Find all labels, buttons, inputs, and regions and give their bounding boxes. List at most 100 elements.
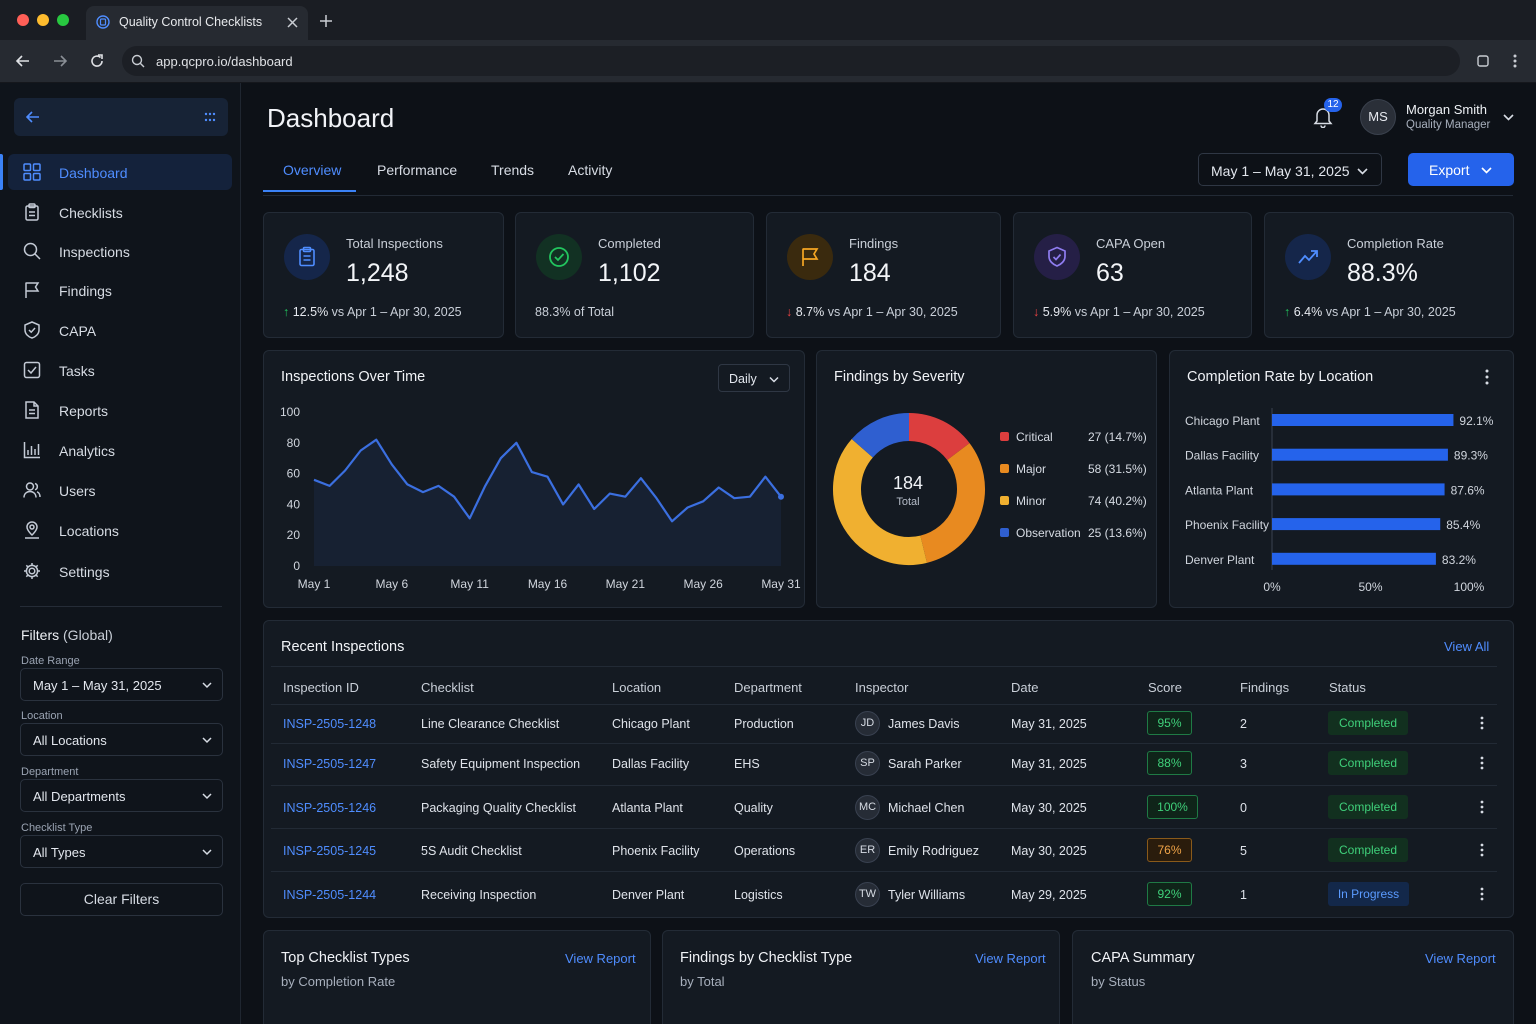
sidebar-item-checklists[interactable]: Checklists bbox=[8, 194, 232, 230]
donut-slice-critical[interactable] bbox=[908, 413, 970, 461]
sidebar-item-label: Dashboard bbox=[59, 165, 128, 181]
x-tick-label: May 1 bbox=[298, 577, 331, 591]
browser-tab[interactable]: Quality Control Checklists bbox=[86, 6, 308, 40]
bar[interactable] bbox=[1272, 414, 1454, 426]
column-header[interactable]: Findings bbox=[1240, 680, 1290, 695]
donut-slice-major[interactable] bbox=[919, 443, 985, 563]
column-header[interactable]: Inspection ID bbox=[283, 680, 359, 695]
capa-summary-card: CAPA Summary by Status View Report bbox=[1072, 930, 1514, 1024]
clear-filters-button[interactable]: Clear Filters bbox=[20, 883, 223, 916]
inspections-series-line bbox=[313, 438, 782, 523]
back-arrow-icon[interactable] bbox=[15, 53, 31, 69]
reload-icon[interactable] bbox=[89, 53, 105, 69]
sidebar-item-settings[interactable]: Settings bbox=[8, 553, 232, 589]
browser-menu-icon[interactable] bbox=[1513, 53, 1517, 69]
column-header[interactable]: Date bbox=[1011, 680, 1039, 695]
sidebar-item-findings[interactable]: Findings bbox=[8, 272, 232, 308]
bar[interactable] bbox=[1272, 448, 1448, 461]
column-header[interactable]: Checklist bbox=[421, 680, 474, 695]
status-badge: Completed bbox=[1328, 711, 1408, 735]
checklist-cell: Receiving Inspection bbox=[421, 888, 537, 902]
tab-trends[interactable]: Trends bbox=[491, 162, 535, 178]
checklist-type-select[interactable]: All Types bbox=[20, 835, 223, 868]
sidebar-item-users[interactable]: Users bbox=[8, 472, 232, 508]
sidebar-item-locations[interactable]: Locations bbox=[8, 512, 232, 548]
sidebar-item-dashboard[interactable]: Dashboard bbox=[8, 154, 232, 190]
kpi-label: Findings bbox=[849, 236, 899, 251]
location-cell: Atlanta Plant bbox=[612, 801, 683, 815]
address-bar[interactable]: app.qcpro.io/dashboard bbox=[122, 46, 1460, 76]
forward-arrow-icon[interactable] bbox=[52, 53, 68, 69]
inspection-id-link[interactable]: INSP-2505-1247 bbox=[283, 757, 377, 771]
minimize-window-button[interactable] bbox=[37, 14, 49, 26]
avatar[interactable]: MS bbox=[1360, 99, 1396, 135]
bar-value-label: 92.1% bbox=[1459, 414, 1493, 428]
card-subtitle: by Total bbox=[680, 974, 725, 989]
new-tab-icon[interactable] bbox=[319, 14, 333, 28]
close-tab-icon[interactable] bbox=[287, 17, 298, 28]
maximize-window-button[interactable] bbox=[57, 14, 69, 26]
inspection-id-link[interactable]: INSP-2505-1244 bbox=[283, 888, 377, 902]
tab-activity[interactable]: Activity bbox=[568, 162, 613, 178]
column-header[interactable]: Inspector bbox=[855, 680, 909, 695]
sidebar-item-capa[interactable]: CAPA bbox=[8, 312, 232, 348]
kpi-change: 12.5% bbox=[292, 305, 329, 319]
arrow-down-icon: ↓ bbox=[1033, 305, 1040, 319]
row-menu-icon[interactable] bbox=[1480, 887, 1484, 901]
bar[interactable] bbox=[1272, 483, 1445, 496]
granularity-select[interactable]: Daily bbox=[718, 364, 790, 392]
arrow-up-icon: ↑ bbox=[283, 305, 290, 319]
tab-performance[interactable]: Performance bbox=[377, 162, 458, 178]
sidebar-item-tasks[interactable]: Tasks bbox=[8, 352, 232, 388]
clipboard-icon bbox=[25, 203, 39, 221]
chevron-down-icon[interactable] bbox=[1503, 112, 1514, 122]
bar[interactable] bbox=[1272, 552, 1436, 565]
findings-cell: 0 bbox=[1240, 801, 1247, 815]
close-window-button[interactable] bbox=[17, 14, 29, 26]
bar-category-label: Denver Plant bbox=[1185, 553, 1255, 567]
donut-slice-minor[interactable] bbox=[833, 439, 927, 565]
sidebar-item-reports[interactable]: Reports bbox=[8, 392, 232, 428]
view-report-link[interactable]: View Report bbox=[1425, 951, 1496, 966]
tab-overview[interactable]: Overview bbox=[283, 162, 342, 178]
view-all-link[interactable]: View All bbox=[1444, 639, 1490, 654]
y-tick-label: 20 bbox=[287, 528, 301, 542]
x-tick-label: May 31 bbox=[761, 577, 801, 591]
date-range-select[interactable]: May 1 – May 31, 2025 bbox=[20, 668, 223, 701]
view-report-link[interactable]: View Report bbox=[565, 951, 636, 966]
table-divider bbox=[271, 666, 1497, 667]
bar-category-label: Phoenix Facility bbox=[1185, 518, 1269, 532]
collapse-sidebar-button[interactable] bbox=[14, 98, 228, 136]
view-report-link[interactable]: View Report bbox=[975, 951, 1046, 966]
export-button[interactable]: Export bbox=[1408, 153, 1514, 186]
column-header[interactable]: Score bbox=[1148, 680, 1182, 695]
legend-label: Critical bbox=[1016, 430, 1053, 444]
sidebar-item-inspections[interactable]: Inspections bbox=[8, 233, 232, 269]
search-icon bbox=[131, 54, 145, 68]
top-checklist-types-card: Top Checklist Types by Completion Rate V… bbox=[263, 930, 651, 1024]
install-app-icon[interactable] bbox=[1476, 54, 1490, 68]
column-header[interactable]: Status bbox=[1329, 680, 1366, 695]
sidebar-item-label: Users bbox=[59, 483, 96, 499]
department-cell: Quality bbox=[734, 801, 773, 815]
inspection-id-link[interactable]: INSP-2505-1245 bbox=[283, 844, 377, 858]
score-badge: 92% bbox=[1147, 882, 1192, 906]
department-select[interactable]: All Departments bbox=[20, 779, 223, 812]
bar[interactable] bbox=[1272, 518, 1441, 531]
column-header[interactable]: Location bbox=[612, 680, 662, 695]
row-menu-icon[interactable] bbox=[1480, 716, 1484, 730]
donut-slice-observation[interactable] bbox=[851, 413, 910, 458]
row-menu-icon[interactable] bbox=[1480, 756, 1484, 770]
more-options-icon[interactable] bbox=[1485, 369, 1489, 385]
location-select[interactable]: All Locations bbox=[20, 723, 223, 756]
sidebar-item-analytics[interactable]: Analytics bbox=[8, 432, 232, 468]
kpi-comparison: ↑ 6.4% vs Apr 1 – Apr 30, 2025 bbox=[1284, 305, 1456, 319]
inspection-id-link[interactable]: INSP-2505-1246 bbox=[283, 801, 377, 815]
row-menu-icon[interactable] bbox=[1480, 843, 1484, 857]
checkbox-icon bbox=[23, 361, 41, 379]
row-menu-icon[interactable] bbox=[1480, 800, 1484, 814]
date-range-picker[interactable]: May 1 – May 31, 2025 bbox=[1198, 153, 1382, 186]
inspection-id-link[interactable]: INSP-2505-1248 bbox=[283, 717, 377, 731]
active-tab-indicator bbox=[263, 190, 356, 192]
column-header[interactable]: Department bbox=[734, 680, 802, 695]
